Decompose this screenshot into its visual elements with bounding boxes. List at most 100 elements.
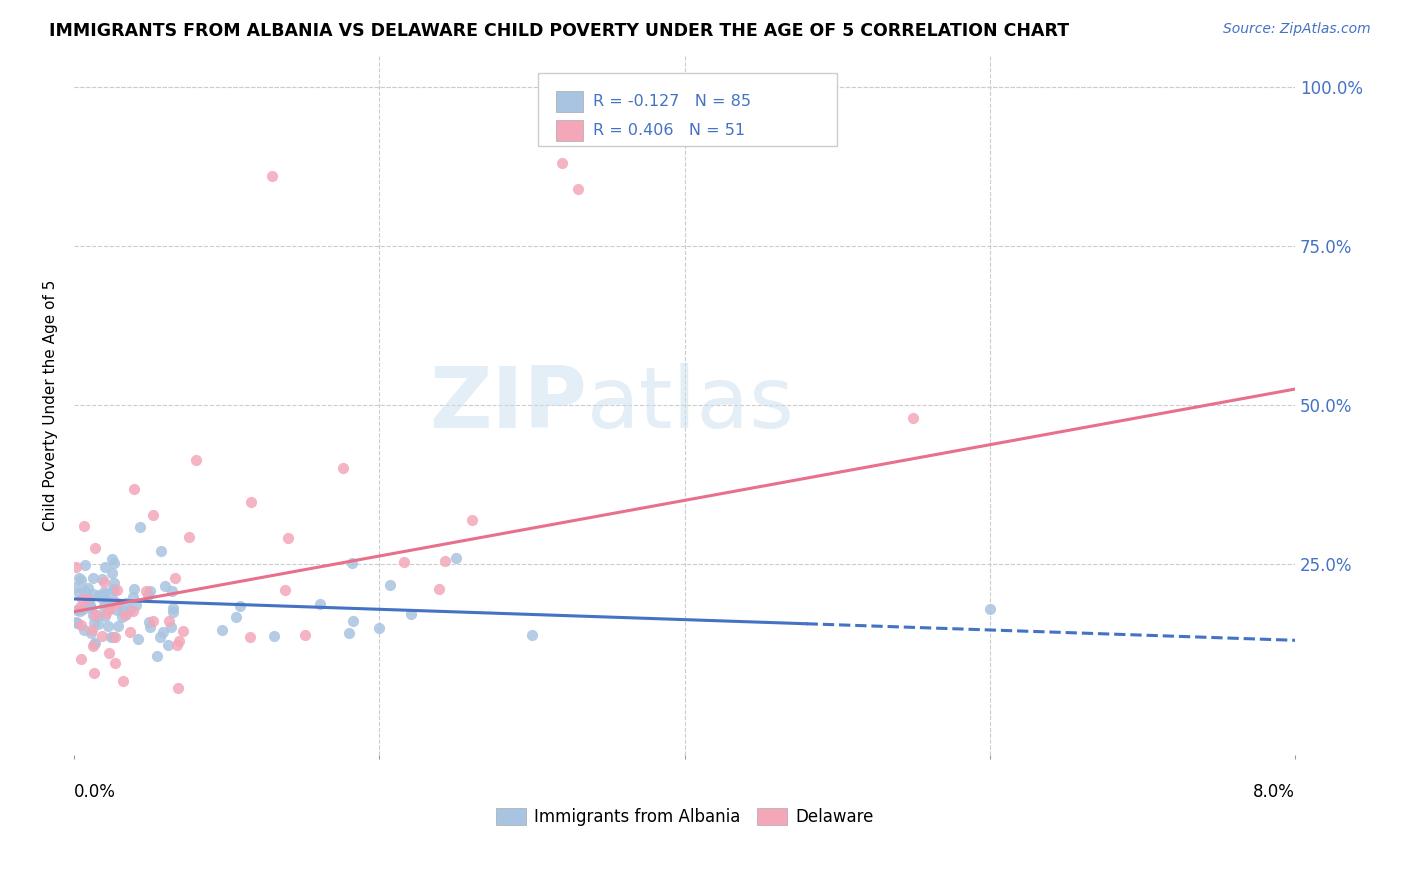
Point <box>69 604 91 618</box>
Point <box>103 630 125 644</box>
Point <box>167 681 190 696</box>
Point <box>263 629 285 643</box>
Point <box>104 630 127 644</box>
Text: ZIP: ZIP <box>429 363 586 447</box>
Point <box>94 560 117 574</box>
Point <box>90 572 112 586</box>
Point <box>139 620 162 634</box>
Point <box>76 592 98 607</box>
Point <box>146 648 169 663</box>
Point <box>239 630 262 644</box>
Point <box>93 599 115 613</box>
Point <box>184 453 207 467</box>
Point <box>105 582 128 597</box>
Point <box>66 603 89 617</box>
Text: 8.0%: 8.0% <box>1253 783 1295 801</box>
Point <box>172 624 194 638</box>
Point <box>107 619 129 633</box>
Point <box>104 656 127 670</box>
Point <box>63 580 86 594</box>
Point <box>167 634 190 648</box>
Point <box>262 169 284 183</box>
Point <box>157 614 180 628</box>
Point <box>93 585 115 599</box>
Point <box>111 610 134 624</box>
Point <box>67 571 90 585</box>
Point <box>83 666 105 681</box>
Point <box>84 635 107 649</box>
Point <box>903 410 925 425</box>
Point <box>162 601 184 615</box>
Point <box>149 630 172 644</box>
Point <box>101 592 124 607</box>
Point <box>84 607 107 622</box>
Point <box>160 620 183 634</box>
Point <box>80 601 103 615</box>
Point <box>239 495 262 509</box>
Text: 0.0%: 0.0% <box>75 783 115 801</box>
Point <box>368 621 391 635</box>
Point <box>77 581 100 595</box>
Point <box>127 632 149 646</box>
Point <box>157 638 180 652</box>
Point <box>80 626 103 640</box>
FancyBboxPatch shape <box>538 72 837 146</box>
Point <box>342 614 364 628</box>
Point <box>229 599 252 613</box>
Point <box>309 597 332 611</box>
Point <box>125 598 148 612</box>
Point <box>98 596 121 610</box>
Point <box>120 603 142 617</box>
Point <box>70 618 93 632</box>
Y-axis label: Child Poverty Under the Age of 5: Child Poverty Under the Age of 5 <box>44 279 58 531</box>
Point <box>97 646 120 660</box>
Point <box>142 614 165 628</box>
Legend: Immigrants from Albania, Delaware: Immigrants from Albania, Delaware <box>489 802 880 833</box>
Point <box>82 639 104 653</box>
Point <box>87 617 110 632</box>
Point <box>179 530 201 544</box>
Point <box>66 615 89 630</box>
Point <box>73 623 96 637</box>
Point <box>80 623 103 637</box>
Point <box>122 482 145 496</box>
Point <box>105 595 128 609</box>
Point <box>567 182 589 196</box>
Point <box>551 156 574 170</box>
Text: Source: ZipAtlas.com: Source: ZipAtlas.com <box>1223 22 1371 37</box>
Text: atlas: atlas <box>586 363 794 447</box>
Point <box>70 651 93 665</box>
Point <box>73 558 96 572</box>
Point <box>114 607 136 622</box>
Point <box>122 590 145 604</box>
Point <box>82 586 104 600</box>
Point <box>342 557 364 571</box>
Point <box>82 608 104 623</box>
Point <box>87 588 110 602</box>
Point <box>94 609 117 624</box>
Point <box>427 582 450 596</box>
Point <box>162 605 184 619</box>
Point <box>121 604 143 618</box>
Point <box>114 608 136 623</box>
Point <box>166 638 188 652</box>
Point <box>120 625 142 640</box>
Point <box>378 577 401 591</box>
Point <box>83 541 105 556</box>
Point <box>101 566 124 581</box>
Point <box>225 610 247 624</box>
Point <box>93 587 115 601</box>
Point <box>82 571 104 585</box>
Point <box>73 519 96 533</box>
Point <box>97 619 120 633</box>
Point <box>149 544 172 558</box>
Point <box>72 602 94 616</box>
Point <box>332 460 354 475</box>
Point <box>399 607 422 622</box>
Point <box>77 592 100 607</box>
Point <box>83 636 105 650</box>
Point <box>97 602 120 616</box>
Point <box>70 592 93 607</box>
Text: R = 0.406   N = 51: R = 0.406 N = 51 <box>593 123 745 138</box>
Point <box>65 559 87 574</box>
